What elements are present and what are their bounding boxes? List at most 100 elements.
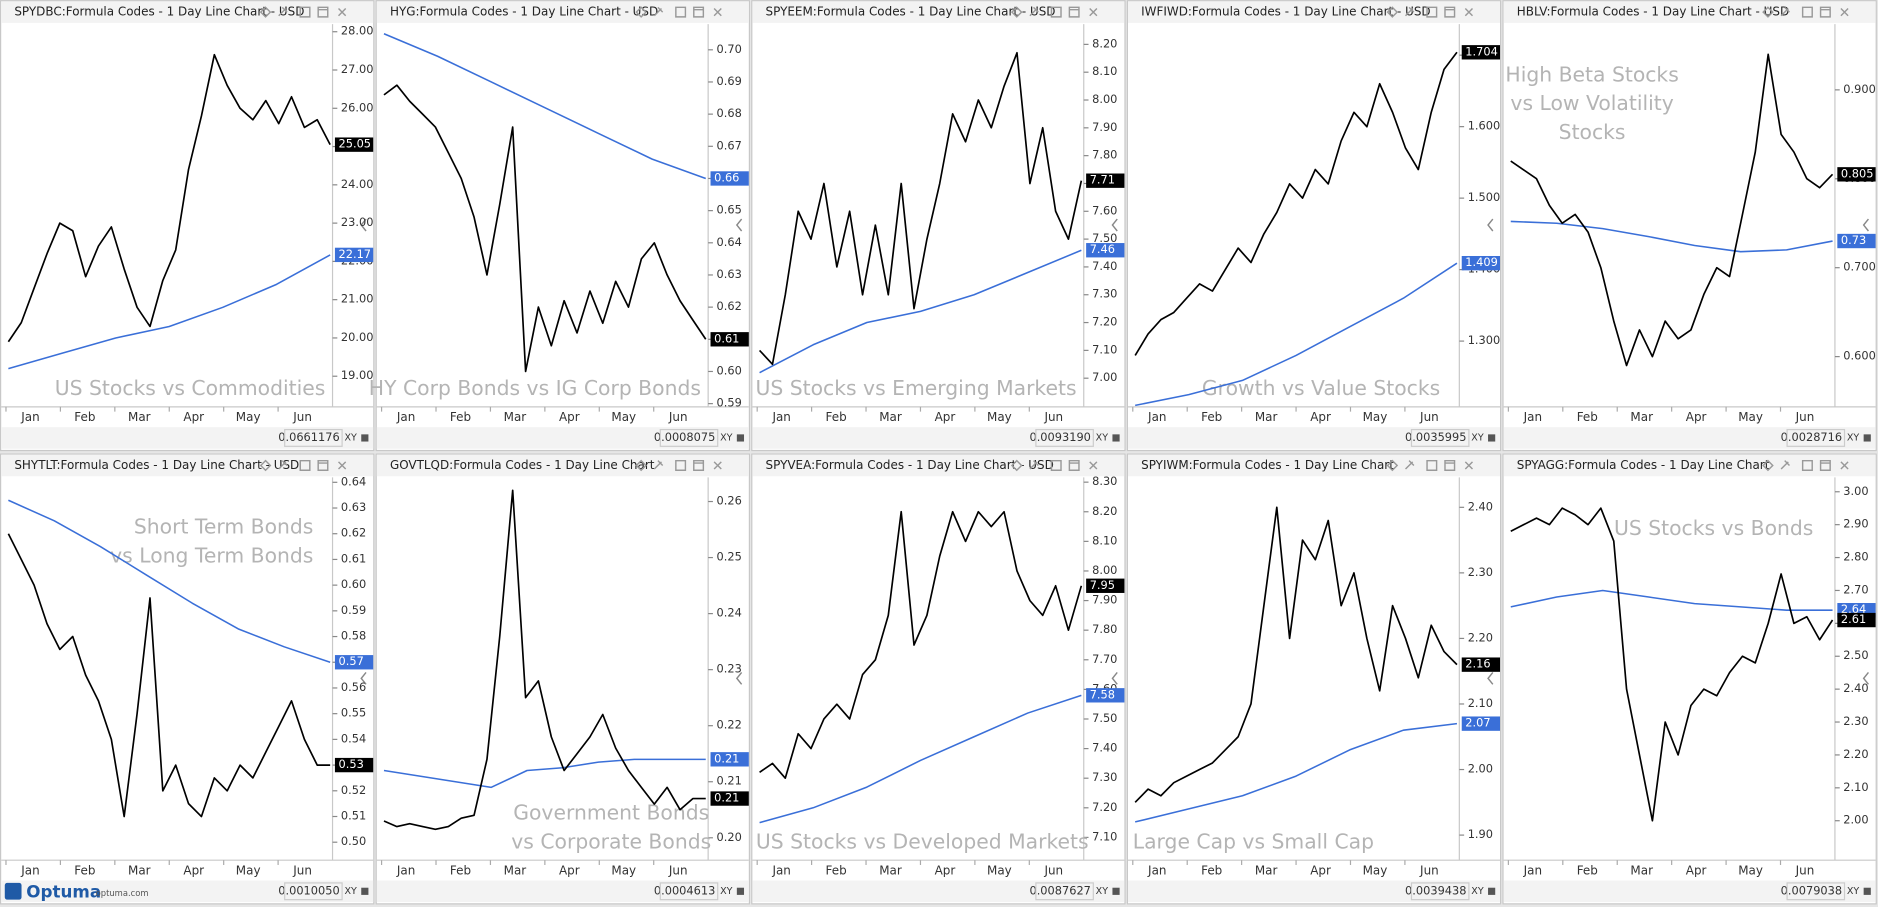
- collapse-chevron[interactable]: [1111, 218, 1118, 232]
- title-bar: [1127, 454, 1501, 477]
- mode-label[interactable]: XY: [720, 886, 733, 897]
- window-button[interactable]: [1780, 460, 1790, 470]
- window-button[interactable]: [317, 459, 329, 471]
- mode-label[interactable]: XY: [1471, 432, 1484, 443]
- window-button[interactable]: [1426, 459, 1438, 471]
- mode-label[interactable]: XY: [1847, 886, 1860, 897]
- window-button[interactable]: [635, 459, 647, 472]
- title-bar: [1503, 1, 1876, 23]
- window-button[interactable]: [713, 8, 722, 17]
- status-value: 0.0028716: [1781, 430, 1842, 444]
- chart-title: GOVTLQD:Formula Codes - 1 Day Line Chart: [390, 458, 655, 472]
- window-button[interactable]: [1405, 460, 1415, 470]
- collapse-chevron[interactable]: [1111, 671, 1118, 685]
- y-tick-label: 0.700: [1843, 260, 1876, 274]
- window-button[interactable]: [278, 6, 288, 17]
- window-button[interactable]: [259, 6, 272, 18]
- last-value-box: [1461, 255, 1501, 271]
- x-tick-label: Jan: [771, 410, 790, 424]
- logo-mark: [4, 882, 22, 900]
- window-button[interactable]: [653, 6, 664, 17]
- y-tick-label: 0.900: [1843, 82, 1876, 96]
- window-button[interactable]: [1464, 8, 1474, 17]
- window-button[interactable]: [1089, 461, 1098, 470]
- window-button[interactable]: [299, 459, 311, 471]
- window-button[interactable]: [1840, 8, 1849, 17]
- y-tick-label: 7.50: [1092, 231, 1117, 245]
- status-value: 0.0004613: [654, 883, 715, 897]
- collapse-chevron[interactable]: [735, 218, 743, 232]
- collapse-chevron[interactable]: [1862, 671, 1869, 685]
- collapse-chevron[interactable]: [360, 218, 367, 232]
- window-button[interactable]: [675, 6, 687, 18]
- window-button[interactable]: [1405, 6, 1415, 17]
- window-button[interactable]: [1068, 459, 1080, 471]
- window-button[interactable]: [1386, 459, 1399, 472]
- price-line: [1510, 220, 1833, 253]
- mode-label[interactable]: XY: [720, 432, 733, 443]
- collapse-chevron[interactable]: [1862, 218, 1869, 232]
- collapse-chevron[interactable]: [1487, 671, 1494, 685]
- window-button[interactable]: [675, 459, 687, 471]
- window-button[interactable]: [338, 8, 347, 17]
- window-button[interactable]: [1840, 461, 1849, 470]
- mode-label[interactable]: XY: [1471, 886, 1484, 897]
- window-button[interactable]: [317, 6, 329, 18]
- y-tick-label: 3.00: [1843, 484, 1868, 498]
- mode-label[interactable]: XY: [344, 432, 357, 443]
- title-bar: [1503, 454, 1876, 477]
- window-button[interactable]: [1801, 6, 1813, 18]
- window-button[interactable]: [1801, 459, 1813, 471]
- window-button[interactable]: [635, 6, 647, 18]
- window-button[interactable]: [1010, 459, 1023, 472]
- y-tick-label: 7.80: [1092, 622, 1117, 636]
- window-button[interactable]: [338, 461, 347, 470]
- status-field: [1035, 882, 1094, 901]
- window-button[interactable]: [653, 460, 664, 470]
- window-button[interactable]: [1444, 6, 1456, 18]
- last-value-label: 7.95: [1090, 578, 1115, 592]
- window-button[interactable]: [1464, 461, 1474, 470]
- y-tick-label: 26.00: [341, 100, 374, 114]
- collapse-chevron[interactable]: [735, 671, 743, 685]
- window-button[interactable]: [1426, 6, 1438, 18]
- window-button[interactable]: [1010, 6, 1023, 18]
- window-button[interactable]: [1386, 6, 1399, 18]
- window-button[interactable]: [299, 6, 311, 18]
- x-tick-label: May: [236, 410, 261, 424]
- window-button[interactable]: [1050, 459, 1062, 471]
- window-button[interactable]: [278, 460, 288, 470]
- window-button[interactable]: [693, 6, 705, 18]
- window-button[interactable]: [713, 461, 722, 470]
- window-button[interactable]: [1050, 6, 1062, 18]
- last-value-box: [710, 332, 749, 347]
- window-button[interactable]: [1444, 459, 1456, 471]
- y-tick-label: 7.20: [1092, 315, 1117, 329]
- y-tick-label: 0.64: [341, 474, 366, 488]
- x-tick-label: Jan: [396, 410, 415, 424]
- collapse-chevron[interactable]: [360, 671, 367, 685]
- mode-label[interactable]: XY: [344, 886, 357, 897]
- mode-label[interactable]: XY: [1847, 432, 1860, 443]
- status-bar: [376, 880, 749, 903]
- window-button[interactable]: [1819, 6, 1831, 18]
- window-button[interactable]: [259, 459, 272, 472]
- y-tick-label: 2.30: [1468, 565, 1493, 579]
- collapse-chevron[interactable]: [1487, 218, 1494, 232]
- panel-frame: [1126, 0, 1502, 452]
- window-button[interactable]: [693, 459, 705, 471]
- mode-label[interactable]: XY: [1096, 886, 1109, 897]
- window-button[interactable]: [1780, 6, 1790, 17]
- window-button[interactable]: [1762, 6, 1774, 18]
- window-button[interactable]: [1068, 6, 1080, 18]
- window-button[interactable]: [1029, 6, 1039, 17]
- window-button[interactable]: [1819, 459, 1831, 471]
- window-button[interactable]: [1089, 8, 1098, 17]
- window-button[interactable]: [1762, 459, 1774, 472]
- status-value: 0.0079038: [1781, 883, 1842, 897]
- mode-label[interactable]: XY: [1096, 432, 1109, 443]
- y-tick-label: 7.60: [1092, 203, 1117, 217]
- y-tick-label: 0.58: [341, 629, 366, 643]
- window-button[interactable]: [1029, 460, 1039, 470]
